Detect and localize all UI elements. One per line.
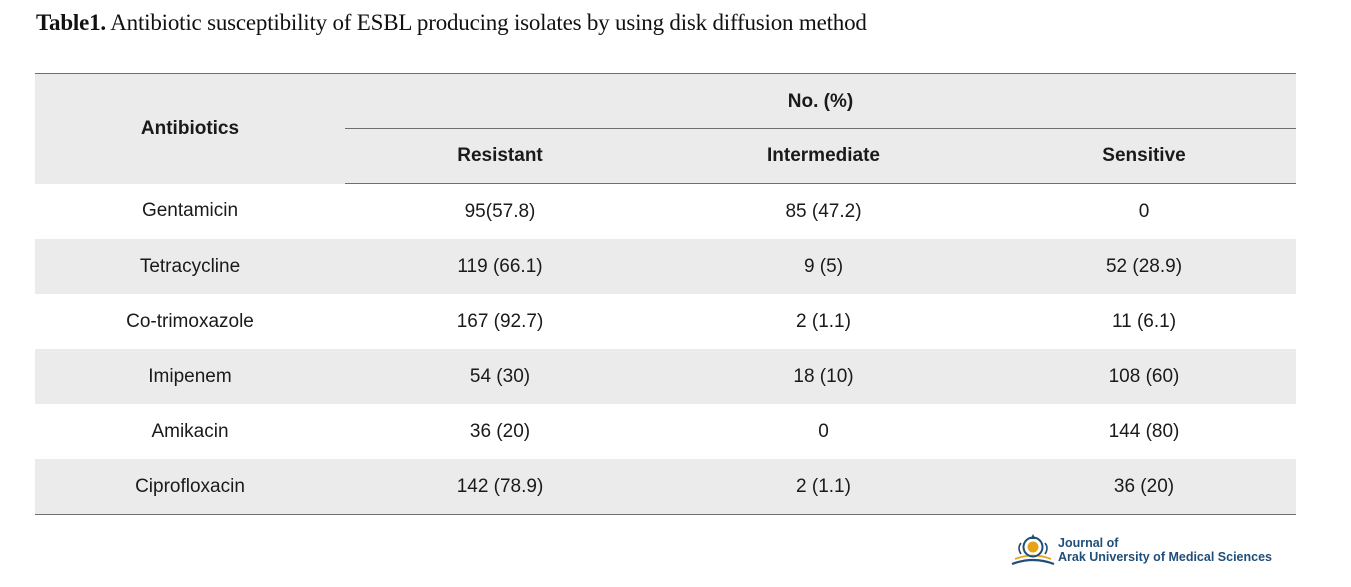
cell-antibiotic: Co-trimoxazole — [126, 310, 254, 332]
cell-resistant: 167 (92.7) — [456, 310, 544, 332]
cell-intermediate: 9 (5) — [655, 239, 992, 294]
table-row: Co-trimoxazole 167 (92.7) 2 (1.1) 11 (6.… — [35, 294, 1296, 349]
table-row: Tetracycline 119 (66.1) 9 (5) 52 (28.9) — [35, 239, 1296, 294]
journal-name-line2: Arak University of Medical Sciences — [1058, 550, 1272, 564]
cell-resistant: 119 (66.1) — [345, 239, 655, 294]
cell-antibiotic: Gentamicin — [141, 200, 239, 222]
table-row: Gentamicin 95(57.8) 85 (47.2) 0 — [35, 184, 1296, 240]
cell-antibiotic: Tetracycline — [35, 239, 345, 294]
table-caption: Table1. Antibiotic susceptibility of ESB… — [36, 10, 867, 36]
cell-intermediate: 18 (10) — [655, 349, 992, 404]
cell-resistant: 95(57.8) — [464, 200, 536, 222]
cell-sensitive: 11 (6.1) — [1111, 310, 1177, 332]
cell-intermediate: 2 (1.1) — [796, 310, 851, 332]
journal-name-line1: Journal of — [1058, 536, 1119, 550]
table-row: Imipenem 54 (30) 18 (10) 108 (60) — [35, 349, 1296, 404]
susceptibility-table: Antibiotics No. (%) Resistant Intermedia… — [35, 73, 1296, 515]
caption-text: Antibiotic susceptibility of ESBL produc… — [105, 10, 867, 35]
cell-antibiotic: Imipenem — [35, 349, 345, 404]
cell-sensitive: 144 (80) — [1108, 420, 1180, 442]
table-row: Ciprofloxacin 142 (78.9) 2 (1.1) 36 (20) — [35, 459, 1296, 515]
header-group-no-percent: No. (%) — [345, 73, 1296, 129]
header-antibiotics: Antibiotics — [35, 73, 345, 184]
cell-intermediate: 0 — [818, 420, 829, 442]
cell-antibiotic: Ciprofloxacin — [35, 459, 345, 515]
cell-sensitive: 0 — [1138, 200, 1150, 222]
cell-antibiotic: Amikacin — [151, 420, 229, 442]
cell-intermediate: 85 (47.2) — [785, 200, 862, 222]
cell-sensitive: 52 (28.9) — [992, 239, 1296, 294]
cell-resistant: 36 (20) — [469, 420, 531, 442]
table-row: Amikacin 36 (20) 0 144 (80) — [35, 404, 1296, 459]
caption-lead: Table1. — [36, 10, 106, 35]
cell-sensitive: 36 (20) — [992, 459, 1296, 515]
cell-resistant: 142 (78.9) — [345, 459, 655, 515]
header-intermediate: Intermediate — [655, 129, 992, 184]
header-sensitive: Sensitive — [992, 129, 1296, 184]
cell-resistant: 54 (30) — [345, 349, 655, 404]
header-resistant: Resistant — [345, 129, 655, 184]
table-header: Antibiotics No. (%) Resistant Intermedia… — [35, 73, 1296, 184]
cell-sensitive: 108 (60) — [992, 349, 1296, 404]
journal-name: Journal of Arak University of Medical Sc… — [1058, 536, 1272, 564]
journal-emblem-icon — [1011, 534, 1055, 566]
journal-logo: Journal of Arak University of Medical Sc… — [1008, 530, 1308, 570]
cell-intermediate: 2 (1.1) — [655, 459, 992, 515]
table-body: Gentamicin 95(57.8) 85 (47.2) 0 Tetracyc… — [35, 184, 1296, 515]
